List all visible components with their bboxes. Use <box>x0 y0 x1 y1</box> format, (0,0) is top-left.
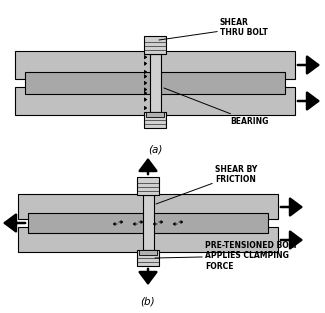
Bar <box>18 227 278 252</box>
Bar <box>137 250 159 266</box>
Text: SHEAR BY
FRICTION: SHEAR BY FRICTION <box>156 165 257 204</box>
Bar <box>18 194 278 219</box>
Bar <box>144 112 166 128</box>
Bar <box>15 51 295 79</box>
Text: PRE-TENSIONED BOLT
APPLIES CLAMPING
FORCE: PRE-TENSIONED BOLT APPLIES CLAMPING FORC… <box>155 241 298 271</box>
Text: BEARING: BEARING <box>164 88 268 126</box>
Bar <box>137 177 159 195</box>
Bar <box>25 72 285 94</box>
Bar <box>15 87 295 115</box>
Bar <box>28 213 268 233</box>
Text: (b): (b) <box>141 296 155 306</box>
Bar <box>150 54 161 112</box>
Bar <box>143 195 154 250</box>
Bar <box>146 112 164 117</box>
Bar <box>144 36 166 54</box>
Text: SHEAR
THRU BOLT: SHEAR THRU BOLT <box>159 18 268 40</box>
Bar <box>139 250 157 255</box>
Text: (a): (a) <box>148 145 162 155</box>
